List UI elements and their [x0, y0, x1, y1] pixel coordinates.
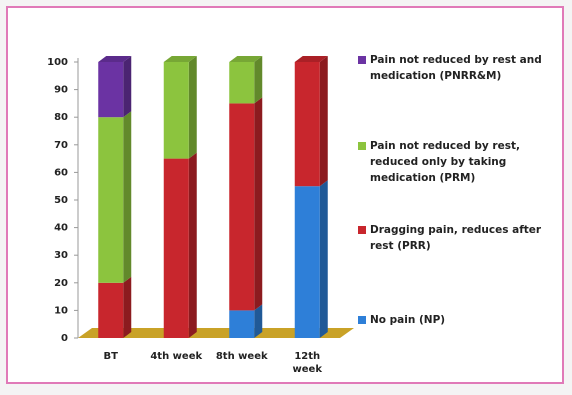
bar [98, 117, 124, 283]
legend-swatch [358, 56, 366, 64]
bar [229, 62, 255, 104]
bar-top [163, 56, 197, 62]
bar-side [123, 56, 132, 118]
y-tick-label: 20 [54, 278, 68, 289]
legend-label: Pain not reduced by rest and medication … [370, 54, 542, 82]
bar [294, 62, 320, 187]
y-tick-label: 50 [54, 195, 68, 206]
bar [163, 158, 189, 338]
bar [229, 103, 255, 311]
bar-side [254, 304, 263, 338]
bar-top [294, 56, 328, 62]
bar-side [123, 111, 132, 283]
bar-top [98, 56, 132, 62]
y-tick-label: 70 [54, 140, 68, 151]
bar [98, 282, 124, 338]
legend-swatch [358, 142, 366, 150]
legend-label: No pain (NP) [370, 314, 446, 326]
bar [229, 310, 255, 338]
floor [78, 328, 354, 338]
legend-swatch [358, 226, 366, 234]
bar-side [254, 97, 263, 311]
y-tick-label: 80 [54, 112, 68, 123]
legend-item: Pain not reduced by rest and medication … [358, 52, 548, 84]
bar-side [254, 56, 263, 104]
x-tick-label: BT [103, 351, 118, 362]
legend-label: Dragging pain, reduces after rest (PRR) [370, 224, 542, 252]
bar-side [188, 152, 197, 338]
y-tick-label: 0 [61, 333, 68, 344]
legend-item: Dragging pain, reduces after rest (PRR) [358, 222, 548, 254]
x-tick-label: 8th week [215, 351, 268, 362]
bar-side [319, 56, 328, 187]
bar-top [229, 56, 263, 62]
x-tick-label: 12th week [292, 351, 322, 375]
bar [294, 186, 320, 338]
y-tick-label: 100 [47, 57, 68, 68]
y-tick-label: 60 [54, 167, 68, 178]
legend-label: Pain not reduced by rest, reduced only b… [370, 140, 520, 184]
legend-item: No pain (NP) [358, 312, 548, 328]
x-tick-label: 4th week [150, 351, 203, 362]
legend-item: Pain not reduced by rest, reduced only b… [358, 138, 548, 186]
bar [98, 62, 124, 118]
bar-side [188, 56, 197, 159]
y-tick-label: 90 [54, 85, 68, 96]
y-tick-label: 40 [54, 223, 68, 234]
legend-swatch [358, 316, 366, 324]
y-tick-label: 10 [54, 305, 68, 316]
y-tick-label: 30 [54, 250, 68, 261]
bar-side [123, 276, 132, 338]
bar [163, 62, 189, 159]
bar-side [319, 180, 328, 338]
